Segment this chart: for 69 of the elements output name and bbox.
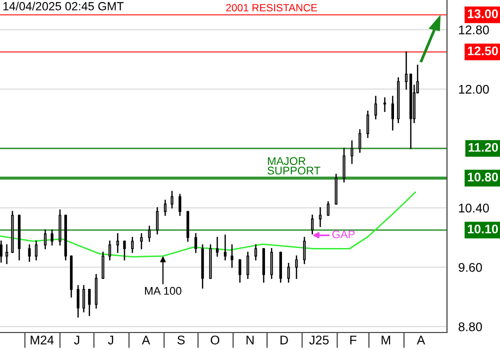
candlestick (404, 51, 408, 90)
candlestick (374, 96, 378, 120)
candlestick (44, 229, 47, 250)
candlestick (123, 240, 126, 260)
candlestick (246, 252, 250, 279)
x-tick-label: J25 (309, 336, 329, 344)
x-tick-label: O (210, 336, 220, 344)
annotation: 2001 RESISTANCE (226, 4, 318, 12)
candlestick (295, 255, 298, 279)
annotation: MA 100 (145, 286, 182, 295)
y-tick-label: 12.00 (459, 84, 489, 94)
x-tick-label: D (280, 336, 288, 344)
candlestick (140, 233, 143, 250)
candlestick (303, 236, 306, 264)
x-tick-label: M24 (30, 336, 54, 344)
candlestick (148, 226, 151, 242)
candlestick (287, 262, 290, 283)
candlestick (311, 214, 314, 234)
x-tick-label: J (108, 336, 114, 344)
candlestick (358, 129, 362, 153)
candlestick (5, 244, 8, 264)
candlestick (116, 233, 120, 253)
y-tick-label: 9.60 (458, 262, 482, 272)
candlestick (156, 207, 159, 234)
y-tick-label: 10.40 (459, 204, 489, 212)
candlestick (326, 201, 330, 216)
candlestick (164, 200, 167, 216)
candlestick (0, 240, 2, 263)
annotation: GAP (332, 230, 355, 238)
candlestick (238, 259, 242, 283)
candlestick (318, 207, 322, 227)
candlestick (82, 285, 86, 312)
candlestick (131, 236, 134, 253)
ref-line-label: 10.10 (468, 224, 498, 234)
ref-line-label: 11.20 (468, 142, 498, 152)
y-tick-label: 12.80 (459, 25, 489, 34)
candlestick (254, 244, 258, 260)
candlestick (366, 110, 370, 138)
ref-line-label: 13.00 (468, 9, 498, 18)
y-tick-label: 8.80 (458, 322, 482, 332)
candlestick (108, 240, 112, 260)
candlestick (383, 97, 386, 112)
x-tick-label: J (74, 336, 80, 344)
candlestick (102, 252, 104, 279)
candlestick (391, 96, 394, 131)
x-tick-label: S (177, 336, 185, 344)
candlestick (350, 140, 354, 164)
ref-line-label: 12.50 (468, 46, 498, 56)
annotation: 14/04/2025 02:45 GMT (3, 2, 124, 10)
x-tick-label: A (142, 336, 150, 344)
candlestick (76, 285, 80, 318)
candlestick (28, 244, 31, 262)
candlestick (170, 190, 174, 208)
candlestick (342, 148, 346, 182)
x-tick-label: N (246, 336, 254, 344)
x-tick-label: F (350, 336, 356, 344)
x-tick-label: A (416, 336, 426, 344)
candlestick (270, 248, 273, 279)
ref-line-label: 10.80 (468, 172, 498, 182)
candlestick (178, 194, 182, 216)
candlestick (224, 234, 227, 260)
x-tick-label: M (382, 336, 390, 344)
candlestick (194, 233, 198, 253)
candlestick (34, 240, 38, 260)
annotation: MAJOR SUPPORT (268, 157, 320, 175)
candlestick (50, 229, 54, 246)
candlestick (216, 236, 219, 257)
candlestick (88, 288, 91, 316)
candlestick (230, 244, 234, 268)
